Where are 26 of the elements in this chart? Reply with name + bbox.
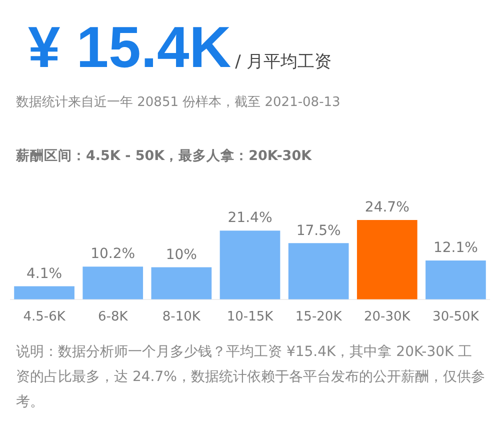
chart-subtitle: / 月平均工资 <box>235 52 332 72</box>
x-tick-label: 4.5-6K <box>23 310 66 325</box>
bar <box>426 260 486 300</box>
data-label: 21.4% <box>228 210 272 226</box>
text: 数据统计来自近一年 20851 份样本，截至 2021-08-13 <box>16 94 340 111</box>
x-tick-label: 20-30K <box>364 310 411 325</box>
bar <box>151 267 212 300</box>
bar <box>356 220 418 300</box>
text: 薪酬区间：4.5K - 50K，最多人拿：20K-30K <box>16 147 312 165</box>
data-label: 10% <box>166 246 197 263</box>
x-tick-label: 30-50K <box>432 310 480 325</box>
x-tick-label: 6-8K <box>98 310 128 325</box>
data-label: 17.5% <box>296 222 341 239</box>
x-tick-label: 10-15K <box>226 310 274 325</box>
data-label: 4.1% <box>26 266 62 282</box>
data-label: 24.7% <box>364 200 410 216</box>
bar <box>288 243 349 300</box>
data-label: 12.1% <box>433 240 478 256</box>
x-tick-label: 8-10K <box>162 310 201 325</box>
text: 说明：数据分析师一个月多少钱？平均工资 ¥15.4K，其中拿 20K-30K 工资的占比最多，达 24.7%，数据统计依赖于各平台发布的公开薪酬，仅供参考。 <box>16 343 486 412</box>
bar <box>14 286 74 300</box>
x-tick-label: 15-20K <box>295 310 342 325</box>
bar <box>82 266 144 300</box>
bar <box>220 230 280 300</box>
chart-title: ¥ 15.4K <box>28 15 232 80</box>
data-label: 10.2% <box>90 246 136 262</box>
